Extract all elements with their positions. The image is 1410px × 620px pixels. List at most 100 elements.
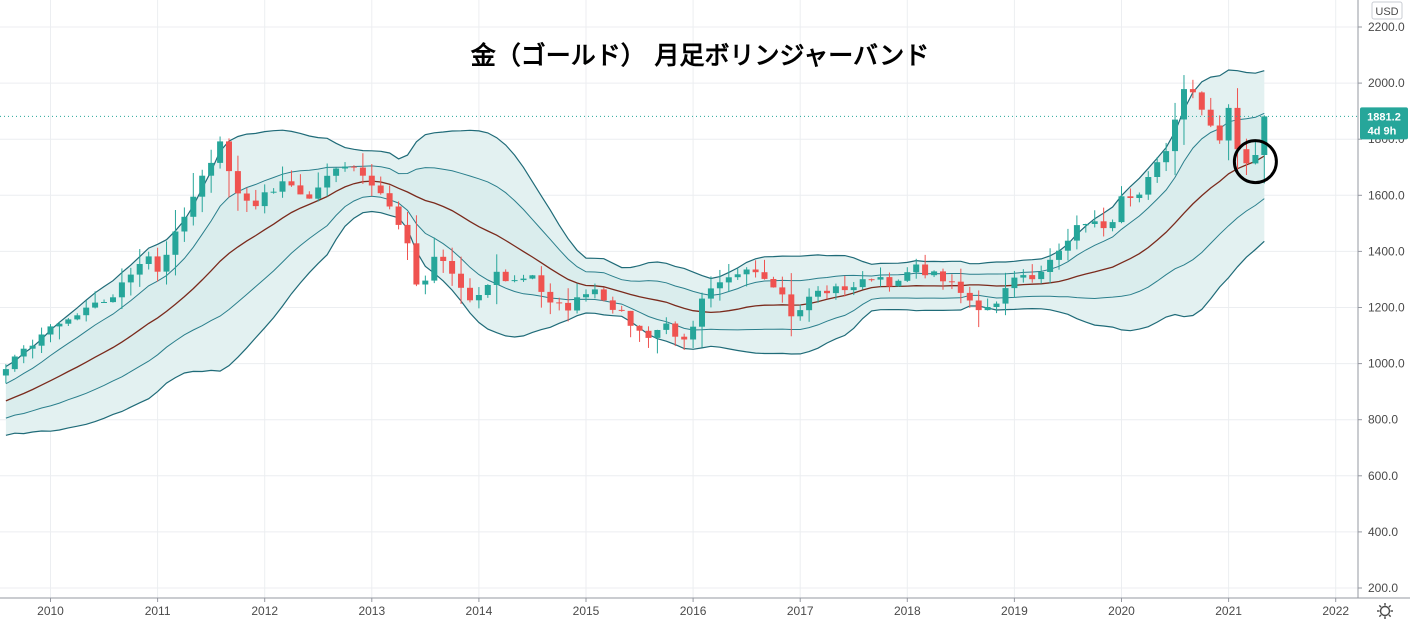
x-tick-label: 2020 xyxy=(1108,604,1135,618)
settings-gear-icon xyxy=(1379,605,1391,617)
candle-body xyxy=(788,294,795,317)
candle-body xyxy=(511,280,518,282)
candle-body xyxy=(1100,221,1107,229)
candle-body xyxy=(449,261,456,274)
candle-body xyxy=(966,292,973,301)
candle-body xyxy=(368,175,375,186)
candle-body xyxy=(502,271,509,282)
bollinger-bands xyxy=(5,69,1265,436)
candle-body xyxy=(1234,107,1241,150)
candle-body xyxy=(841,286,848,291)
candle-body xyxy=(583,294,589,298)
candle-body xyxy=(1216,125,1223,141)
candle-body xyxy=(20,348,27,357)
x-axis-bg xyxy=(0,598,1410,620)
candle-body xyxy=(1145,177,1152,195)
band-lower-2sigma xyxy=(5,210,1265,436)
candle-body xyxy=(609,300,616,310)
candle-body xyxy=(1056,250,1062,260)
y-tick-label: 200.0 xyxy=(1368,581,1398,595)
candle-body xyxy=(565,302,572,311)
candle-body xyxy=(752,269,759,273)
candle-body xyxy=(1136,194,1143,198)
candle-body xyxy=(520,278,527,281)
band-outer-fill xyxy=(5,70,1265,436)
candle-body xyxy=(627,310,634,326)
y-tick-label: 600.0 xyxy=(1368,469,1398,483)
highlight-circle xyxy=(1232,139,1278,185)
candle-body xyxy=(181,216,188,232)
candle-body xyxy=(261,192,268,207)
candle-body xyxy=(1091,221,1098,224)
candle-body xyxy=(422,280,429,285)
candle-body xyxy=(127,274,134,283)
y-tick-label: 800.0 xyxy=(1368,413,1398,427)
candle-body xyxy=(940,271,946,282)
candle-body xyxy=(547,291,554,303)
candle-body xyxy=(600,289,607,301)
candle-body xyxy=(1207,109,1214,126)
y-tick-label: 1000.0 xyxy=(1368,357,1405,371)
x-tick-label: 2012 xyxy=(251,604,278,618)
candle-body xyxy=(413,243,420,285)
time-left-label: 4d 9h xyxy=(1368,125,1397,137)
candle-body xyxy=(886,277,893,287)
candle-body xyxy=(1109,222,1116,229)
candle-body xyxy=(431,256,438,281)
candle-body xyxy=(922,264,929,276)
candle-body xyxy=(440,256,447,261)
candle-body xyxy=(654,330,661,338)
candle-body xyxy=(208,162,215,176)
candle-body xyxy=(226,141,232,172)
candle-body xyxy=(38,334,45,346)
candle-body xyxy=(234,171,241,194)
candle-body xyxy=(743,269,750,275)
x-tick-label: 2011 xyxy=(145,604,171,618)
candle-body xyxy=(957,281,964,293)
candle-body xyxy=(279,181,286,192)
settings-gear-tooth xyxy=(1378,614,1382,618)
candle-body xyxy=(1154,162,1161,177)
candle-body xyxy=(288,181,295,186)
candle-body xyxy=(2,369,9,376)
candle-body xyxy=(217,141,224,163)
band-middle-sma xyxy=(5,155,1265,402)
candle-body xyxy=(101,302,107,303)
candle-body xyxy=(1002,288,1009,304)
candle-body xyxy=(975,300,982,311)
candle-body xyxy=(92,302,99,308)
candle-body xyxy=(1163,151,1170,163)
candle-body xyxy=(386,193,393,207)
candle-body xyxy=(993,303,1000,307)
candle-body xyxy=(591,289,598,295)
candle-body xyxy=(556,302,563,304)
candle-body xyxy=(47,326,54,335)
candle-body xyxy=(904,272,911,281)
candle-body xyxy=(333,168,340,176)
candle-body xyxy=(690,326,697,340)
candles xyxy=(2,75,1268,384)
candle-body xyxy=(725,277,732,283)
candle-body xyxy=(1082,224,1089,226)
settings-gear-tooth xyxy=(1378,604,1382,608)
candle-body xyxy=(948,281,955,283)
candle-body xyxy=(404,224,411,244)
candle-body xyxy=(342,166,348,169)
candle-body xyxy=(1261,116,1268,155)
candle-body xyxy=(484,285,491,295)
y-tick-label: 2000.0 xyxy=(1368,76,1405,90)
candle-body xyxy=(1225,107,1232,141)
candle-body xyxy=(475,295,482,301)
candle-body xyxy=(297,185,304,195)
y-tick-label: 1600.0 xyxy=(1368,188,1405,202)
candle-body xyxy=(1064,240,1071,251)
candle-body xyxy=(56,323,63,327)
candle-body xyxy=(1118,196,1125,223)
candle-body xyxy=(868,279,875,281)
candle-body xyxy=(779,287,786,295)
candle-body xyxy=(1172,119,1178,152)
candle-body xyxy=(824,290,830,294)
candle-body xyxy=(672,323,679,337)
